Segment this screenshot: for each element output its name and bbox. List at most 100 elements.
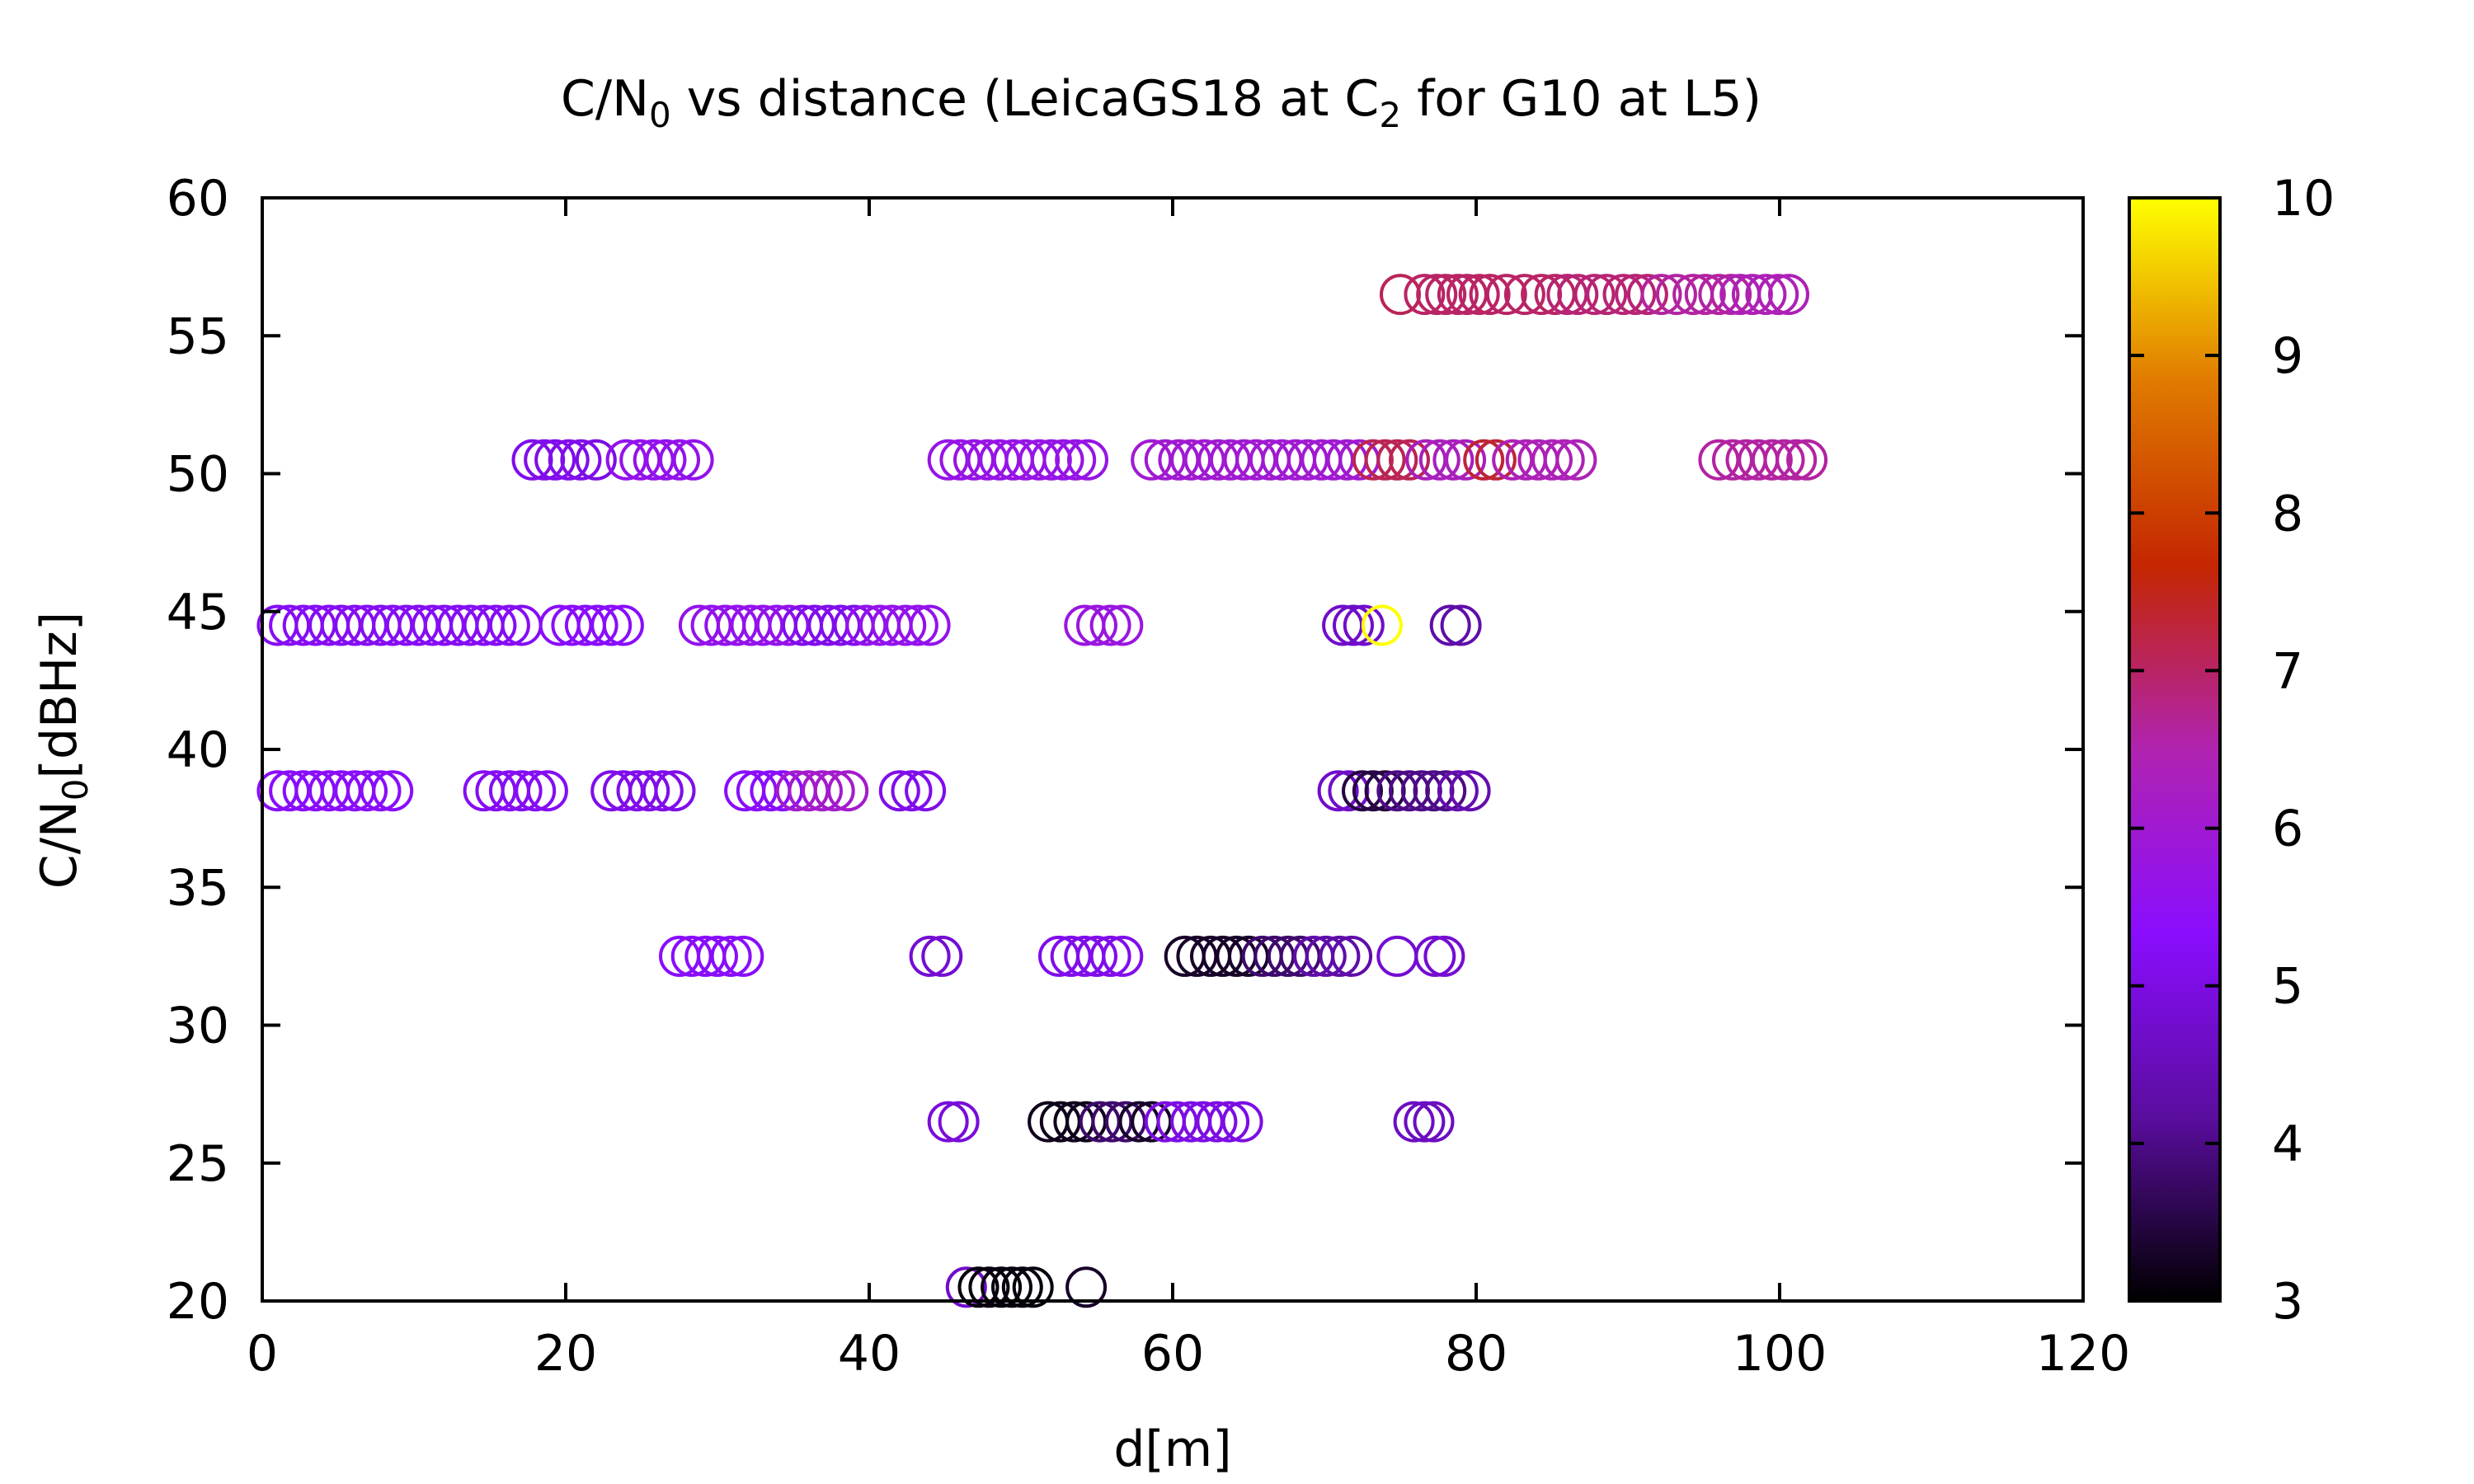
data-point xyxy=(488,604,530,646)
data-point xyxy=(645,439,687,481)
data-point xyxy=(1001,1266,1043,1308)
data-point xyxy=(1429,604,1471,646)
data-point xyxy=(1626,274,1668,316)
data-point xyxy=(1102,604,1144,646)
data-point xyxy=(1586,274,1628,316)
y-tick-label: 35 xyxy=(167,859,229,917)
data-point xyxy=(1710,274,1752,316)
data-point xyxy=(1089,604,1131,646)
data-point xyxy=(1208,1101,1250,1143)
data-point xyxy=(1221,1101,1263,1143)
data-point xyxy=(1331,935,1373,977)
data-point xyxy=(1322,604,1364,646)
data-point xyxy=(526,770,568,812)
data-point xyxy=(1445,439,1487,481)
data-point xyxy=(515,770,557,812)
colorbar-tick-label: 10 xyxy=(2272,170,2335,228)
data-point xyxy=(813,770,855,812)
data-point xyxy=(1413,1101,1455,1143)
data-point xyxy=(1067,439,1108,481)
data-point xyxy=(1640,274,1682,316)
data-point xyxy=(642,770,684,812)
data-point xyxy=(1425,770,1467,812)
data-point xyxy=(1102,935,1144,977)
data-point xyxy=(921,935,963,977)
x-tick-label: 40 xyxy=(838,1325,901,1383)
colorbar-tick-label: 3 xyxy=(2272,1273,2303,1331)
y-axis-label: C/N0[dBHz] xyxy=(31,612,96,889)
data-point xyxy=(602,604,644,646)
data-point xyxy=(1404,274,1446,316)
data-point xyxy=(501,770,543,812)
data-point xyxy=(710,935,752,977)
x-axis: 0 20 40 60 80 100 120 xyxy=(247,198,2130,1383)
y-axis: 20 25 30 35 40 45 50 55 60 xyxy=(167,170,2083,1331)
data-point xyxy=(722,935,764,977)
ylabel-sub: 0 xyxy=(55,778,96,801)
data-point xyxy=(576,604,618,646)
data-point xyxy=(1414,935,1456,977)
data-point xyxy=(672,439,714,481)
data-point xyxy=(654,770,696,812)
x-tick-label: 60 xyxy=(1141,1325,1204,1383)
data-point xyxy=(346,770,388,812)
data-point xyxy=(1449,770,1491,812)
data-point xyxy=(560,439,602,481)
data-point xyxy=(1432,439,1475,481)
data-point xyxy=(1076,935,1117,977)
data-point xyxy=(1437,770,1479,812)
data-point xyxy=(909,604,951,646)
data-point xyxy=(1543,439,1585,481)
data-point xyxy=(1393,1101,1435,1143)
data-point xyxy=(1573,274,1616,316)
colorbar-gradient xyxy=(2128,196,2222,1303)
data-point xyxy=(1418,439,1460,481)
data-point xyxy=(1557,274,1599,316)
data-point xyxy=(1684,274,1726,316)
colorbar-tick-label: 6 xyxy=(2272,801,2303,858)
data-point xyxy=(1786,439,1828,481)
y-tick-label: 50 xyxy=(167,446,229,504)
data-point xyxy=(1333,604,1374,646)
data-point xyxy=(1698,274,1740,316)
data-point xyxy=(628,770,670,812)
x-tick-label: 120 xyxy=(2036,1325,2131,1383)
data-point xyxy=(1655,274,1697,316)
data-point xyxy=(1364,439,1406,481)
data-point xyxy=(1404,1101,1446,1143)
data-point xyxy=(1196,1101,1238,1143)
data-point xyxy=(1437,274,1479,316)
data-point xyxy=(885,604,927,646)
y-tick-label: 60 xyxy=(167,170,229,228)
data-point xyxy=(1305,935,1347,977)
x-axis-label: d[m] xyxy=(1113,1421,1231,1478)
y-tick-label: 20 xyxy=(167,1273,229,1331)
colorbar-ticks: 3 4 5 6 7 8 9 10 xyxy=(2129,170,2335,1331)
data-point xyxy=(927,1101,969,1143)
data-point xyxy=(909,935,951,977)
data-point xyxy=(575,439,617,481)
data-point xyxy=(1012,1266,1054,1308)
title-sub-2: 2 xyxy=(1379,95,1401,135)
data-point xyxy=(968,1266,1010,1308)
data-point xyxy=(945,1266,987,1308)
colorbar: 3 4 5 6 7 8 9 10 xyxy=(2128,170,2335,1331)
data-point xyxy=(1531,439,1573,481)
data-point xyxy=(1751,439,1793,481)
title-part-1: C/N xyxy=(561,70,649,128)
data-point xyxy=(1745,274,1787,316)
colorbar-tick-label: 4 xyxy=(2272,1115,2303,1173)
y-tick-label: 45 xyxy=(167,584,229,641)
ylabel-part-1: C/N xyxy=(31,801,88,889)
data-point xyxy=(1485,274,1527,316)
colorbar-tick-label: 9 xyxy=(2272,327,2303,385)
data-point xyxy=(1089,935,1131,977)
colorbar-tick-label: 7 xyxy=(2272,642,2303,700)
title-sub-1: 0 xyxy=(649,95,671,135)
x-tick-label: 80 xyxy=(1445,1325,1507,1383)
data-point xyxy=(1376,935,1418,977)
data-point xyxy=(1425,274,1467,316)
data-point xyxy=(1458,274,1500,316)
data-point xyxy=(1319,935,1361,977)
